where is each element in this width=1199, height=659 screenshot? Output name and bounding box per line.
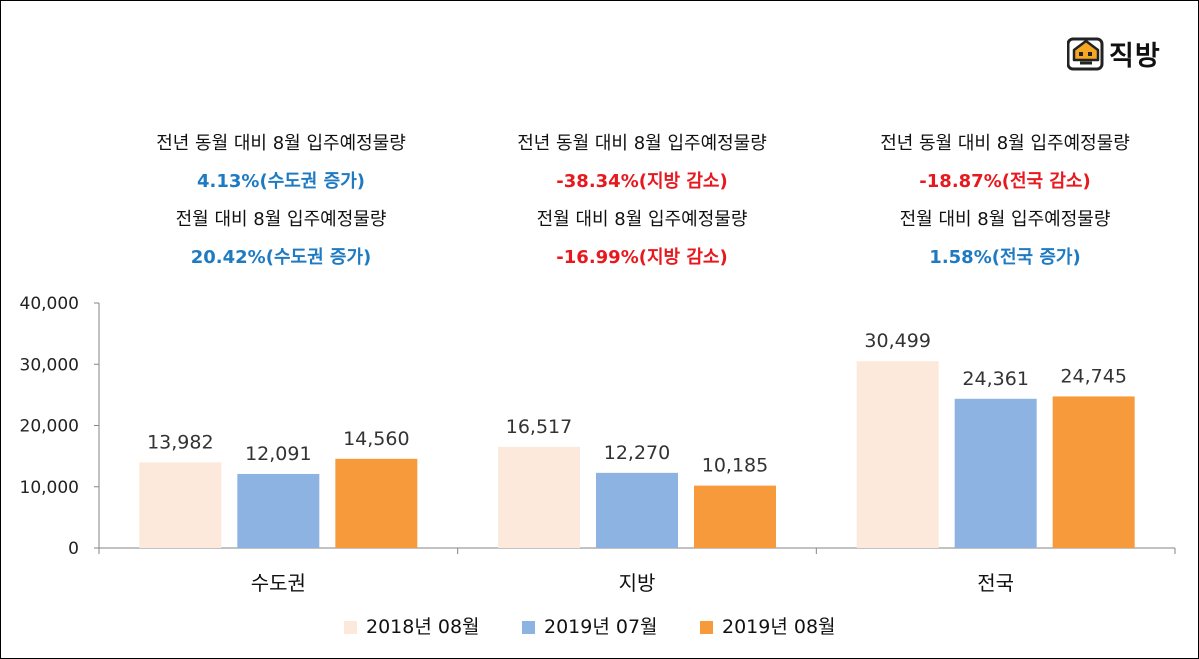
annotation-regional-yoy-label: 전년 동월 대비 8월 입주예정물량: [517, 133, 767, 154]
bar-1-1: [139, 462, 222, 548]
annotation-capital: 전년 동월 대비 8월 입주예정물량 4.13%(수도권 증가) 전월 대비 8…: [101, 125, 461, 277]
annotation-regional: 전년 동월 대비 8월 입주예정물량 -38.34%(지방 감소) 전월 대비 …: [462, 125, 822, 277]
annotation-national-yoy-value: -18.87%(전국 감소): [919, 171, 1091, 192]
data-label: 13,982: [147, 431, 213, 453]
y-tick-label: 20,000: [20, 417, 79, 437]
annotation-capital-mom-value: 20.42%(수도권 증가): [190, 247, 372, 268]
bar-2-3: [954, 398, 1037, 548]
y-tick-label: 10,000: [20, 478, 79, 498]
data-label: 24,361: [962, 368, 1028, 390]
annotation-capital-yoy-label: 전년 동월 대비 8월 입주예정물량: [156, 133, 406, 154]
x-category-label: 전국: [977, 571, 1014, 595]
annotation-regional-mom-value: -16.99%(지방 감소): [556, 247, 728, 268]
y-tick-label: 0: [68, 539, 79, 559]
annotation-capital-yoy-value: 4.13%(수도권 증가): [197, 171, 365, 192]
legend-swatch: [344, 621, 357, 634]
data-label: 12,270: [604, 442, 670, 464]
annotation-regional-mom-label: 전월 대비 8월 입주예정물량: [536, 209, 748, 230]
data-label: 16,517: [506, 416, 572, 438]
y-tick-label: 30,000: [20, 355, 79, 375]
data-label: 12,091: [245, 443, 311, 465]
annotation-national-yoy-label: 전년 동월 대비 8월 입주예정물량: [880, 133, 1130, 154]
brand-logo: 직방: [1067, 33, 1161, 73]
bar-3-1: [335, 458, 418, 548]
data-label: 14,560: [343, 428, 409, 450]
annotation-national-mom-value: 1.58%(전국 증가): [929, 247, 1081, 268]
legend-label: 2019년 07월: [544, 616, 658, 638]
x-category-label: 수도권: [251, 571, 306, 595]
bar-3-3: [1052, 396, 1135, 548]
house-logo-icon: [1067, 37, 1104, 71]
x-category-label: 지방: [619, 571, 656, 595]
bar-2-1: [237, 473, 320, 548]
bar-1-3: [856, 361, 939, 548]
legend-swatch: [522, 621, 535, 634]
annotation-national-mom-label: 전월 대비 8월 입주예정물량: [899, 209, 1111, 230]
annotation-regional-yoy-value: -38.34%(지방 감소): [556, 171, 728, 192]
annotation-capital-mom-label: 전월 대비 8월 입주예정물량: [175, 209, 387, 230]
data-label: 24,745: [1060, 365, 1126, 387]
legend-label: 2018년 08월: [366, 616, 480, 638]
bar-1-2: [498, 446, 580, 548]
annotation-national: 전년 동월 대비 8월 입주예정물량 -18.87%(전국 감소) 전월 대비 …: [825, 125, 1185, 277]
data-label: 30,499: [864, 330, 930, 352]
brand-logo-text: 직방: [1109, 40, 1161, 72]
bar-2-2: [596, 472, 678, 548]
y-tick-label: 40,000: [20, 294, 79, 314]
legend-swatch: [700, 621, 713, 634]
legend-label: 2019년 08월: [722, 616, 836, 638]
bar-3-2: [694, 485, 776, 548]
data-label: 10,185: [702, 455, 768, 477]
